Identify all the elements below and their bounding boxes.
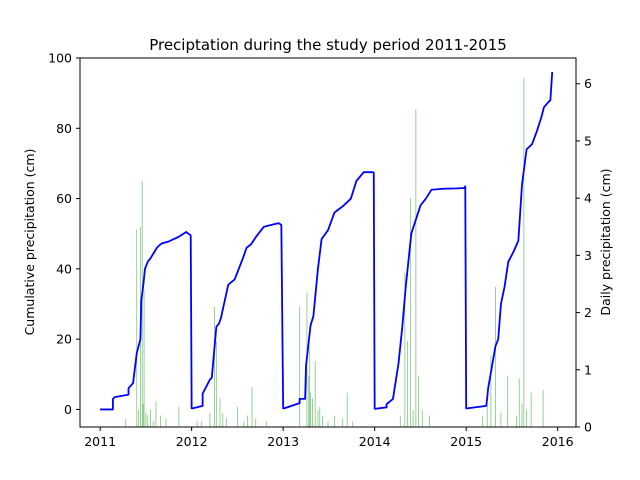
daily-precip-bar <box>219 398 221 427</box>
cumulative-precip-line <box>100 72 554 411</box>
daily-precip-bar <box>542 389 544 427</box>
daily-precip-bar <box>209 412 211 427</box>
y-axis-left-label: Cumulative precipitation (cm) <box>22 149 37 336</box>
x-tick-label: 2016 <box>542 434 574 449</box>
daily-precip-bar <box>299 306 301 427</box>
daily-precip-bar <box>255 418 257 427</box>
daily-precip-bar <box>201 421 203 427</box>
daily-precip-bar <box>322 415 323 427</box>
daily-precip-bar <box>409 198 411 427</box>
daily-precip-bar <box>142 404 144 427</box>
daily-precip-bar <box>482 415 484 427</box>
daily-precip-bar <box>226 418 227 427</box>
daily-precip-bar <box>251 386 253 427</box>
y2-tick-label: 4 <box>584 191 592 206</box>
daily-precip-bar <box>407 341 409 427</box>
daily-precip-bar <box>222 412 224 427</box>
daily-precip-bar <box>334 415 335 427</box>
y-tick-label: 0 <box>64 402 72 417</box>
daily-precip-bar <box>155 401 157 427</box>
daily-precip-bar <box>150 409 151 427</box>
daily-precip-bar <box>327 421 329 427</box>
daily-precip-bar <box>314 361 316 427</box>
y2-tick-label: 3 <box>584 248 592 263</box>
y-axis-right: 0 1 2 3 4 5 6 <box>576 76 592 435</box>
x-tick-label: 2012 <box>176 434 208 449</box>
daily-precip-bar <box>342 418 344 427</box>
cumulative-line-layer <box>100 72 554 411</box>
daily-precip-bar <box>143 289 145 427</box>
daily-precip-bar <box>215 341 217 427</box>
daily-precip-bar <box>418 375 419 427</box>
daily-precip-bar <box>243 421 245 427</box>
daily-precip-bar <box>160 415 161 427</box>
daily-precip-bar <box>310 392 312 427</box>
daily-precip-bar <box>346 392 348 427</box>
daily-precip-bar <box>490 355 492 427</box>
x-axis: 2011 2012 2013 2014 2015 2016 <box>84 427 574 449</box>
daily-precip-bar <box>429 415 430 427</box>
daily-precip-bar <box>500 412 502 427</box>
daily-precip-bar <box>526 409 527 427</box>
daily-precip-bar <box>237 406 238 427</box>
y-tick-label: 40 <box>56 261 72 276</box>
x-tick-label: 2011 <box>84 434 116 449</box>
daily-precip-bar <box>266 421 268 427</box>
daily-precip-bar <box>125 418 127 427</box>
daily-precip-bar <box>530 392 532 427</box>
daily-precip-bar <box>486 404 488 427</box>
daily-precip-bar <box>165 418 167 427</box>
daily-precip-bar <box>145 412 147 427</box>
daily-precip-bar <box>247 415 248 427</box>
y2-tick-label: 0 <box>584 420 592 435</box>
x-tick-label: 2014 <box>359 434 391 449</box>
y2-tick-label: 6 <box>584 76 592 91</box>
x-tick-label: 2013 <box>267 434 299 449</box>
daily-precip-bar <box>415 109 417 428</box>
daily-precip-bar <box>412 409 414 427</box>
y2-tick-label: 2 <box>584 305 592 320</box>
daily-precip-bar <box>214 306 215 427</box>
daily-precip-bar <box>317 409 319 427</box>
y-tick-label: 80 <box>56 121 72 136</box>
daily-precip-bar <box>399 415 401 427</box>
daily-precip-bar <box>147 415 149 427</box>
daily-precip-bar <box>178 406 180 427</box>
y2-tick-label: 1 <box>584 362 592 377</box>
daily-precip-bar <box>196 421 198 427</box>
daily-precip-bar <box>516 415 517 427</box>
y-tick-label: 60 <box>56 191 72 206</box>
daily-precip-bar <box>152 421 154 427</box>
daily-precip-bar <box>506 375 508 427</box>
daily-precip-bar <box>421 409 423 427</box>
daily-precip-bar <box>319 406 321 427</box>
y-tick-label: 100 <box>48 51 72 66</box>
y-axis-right-label: Daily precipitation (cm) <box>598 168 613 315</box>
daily-precip-bar <box>312 398 313 427</box>
daily-precip-bar <box>518 378 520 427</box>
y-axis-left: 0 20 40 60 80 100 <box>48 51 80 417</box>
plot-frame <box>79 57 577 428</box>
daily-precip-bar <box>495 286 496 427</box>
daily-precip-bar <box>138 409 139 427</box>
daily-precip-bar <box>521 404 523 427</box>
daily-precip-bar <box>141 181 143 427</box>
daily-bars <box>125 78 544 428</box>
y2-tick-label: 5 <box>584 133 592 148</box>
chart-title: Preciptation during the study period 201… <box>149 36 507 54</box>
daily-precip-bar <box>136 229 138 427</box>
daily-precip-bar <box>404 272 406 427</box>
y-tick-label: 20 <box>56 332 72 347</box>
x-tick-label: 2015 <box>450 434 482 449</box>
daily-precip-bar <box>308 375 310 427</box>
daily-precip-bar <box>309 346 311 427</box>
daily-precip-bar <box>523 78 525 428</box>
daily-precip-bar <box>352 421 354 427</box>
